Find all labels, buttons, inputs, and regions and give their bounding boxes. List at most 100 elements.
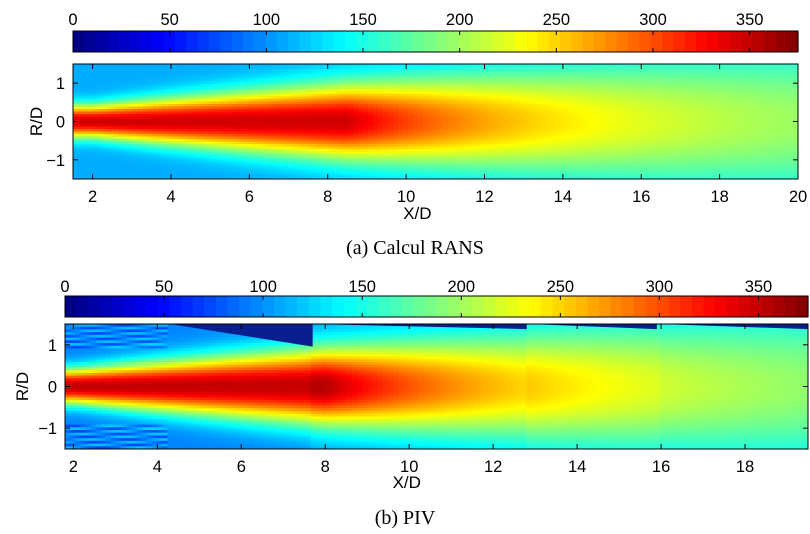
heatmap-cell [368,89,374,92]
heatmap-cell [498,84,504,87]
heatmap-cell [343,76,349,80]
heatmap-cell [418,84,424,87]
heatmap-cell [413,69,419,72]
heatmap-cell [728,69,734,72]
heatmap-cell [98,84,104,87]
heatmap-cell [338,91,344,95]
heatmap-cell [253,64,259,67]
heatmap-cell [543,69,549,72]
heatmap-cell [588,64,594,67]
heatmap-cell [788,66,794,70]
heatmap-cell [338,64,344,67]
heatmap-cell [288,69,294,72]
heatmap-cell [308,84,314,87]
heatmap-cell [128,86,134,90]
heatmap-cell [398,84,404,87]
heatmap-cell [718,86,724,90]
heatmap-cell [248,71,254,75]
heatmap-cell [343,71,349,75]
heatmap-cell [563,89,569,92]
heatmap-cell [213,69,219,72]
heatmap-cell [653,71,659,75]
heatmap-cell [573,69,579,72]
heatmap-cell [358,86,364,90]
heatmap-cell [333,84,339,87]
heatmap-cell [288,84,294,87]
heatmap-cell [473,79,479,82]
heatmap-cell [188,66,194,70]
heatmap-cell [413,86,419,90]
heatmap-cell [778,89,784,92]
heatmap-cell [263,76,269,80]
heatmap-cell [433,71,439,75]
heatmap-cell [573,64,579,67]
heatmap-cell [488,64,494,67]
heatmap-cell [258,74,264,77]
heatmap-cell [378,71,384,75]
heatmap-cell [583,89,589,92]
heatmap-cell [233,81,239,85]
heatmap-cell [778,66,784,70]
heatmap-cell [283,79,289,82]
heatmap-cell [263,74,269,77]
heatmap-cell [653,66,659,70]
heatmap-cell [163,69,169,72]
heatmap-cell [223,71,229,75]
heatmap-cell [348,81,354,85]
heatmap-cell [628,71,634,75]
heatmap-cell [438,89,444,92]
heatmap-cell [588,84,594,87]
heatmap-cell [483,89,489,92]
heatmap-cell [538,84,544,87]
heatmap-cell [148,76,154,80]
heatmap-cell [343,79,349,82]
heatmap-cell [453,79,459,82]
heatmap-cell [678,81,684,85]
heatmap-cell [243,84,249,87]
heatmap-cell [458,74,464,77]
heatmap-cell [613,74,619,77]
heatmap-cell [443,89,449,92]
heatmap-cell [608,71,614,75]
heatmap-cell [218,86,224,90]
heatmap-cell [523,64,529,67]
heatmap-cell [338,84,344,87]
heatmap-cell [498,71,504,75]
heatmap-cell [713,74,719,77]
heatmap-cell [348,86,354,90]
heatmap-cell [718,81,724,85]
heatmap-cell [423,69,429,72]
heatmap-cell [588,79,594,82]
heatmap-cell [738,76,744,80]
heatmap-cell [323,66,329,70]
heatmap-cell [408,64,414,67]
heatmap-cell [143,71,149,75]
heatmap-cell [253,74,259,77]
heatmap-cell [393,79,399,82]
heatmap-cell [258,86,264,90]
heatmap-cell [138,91,144,95]
heatmap-cell [123,86,129,90]
heatmap-cell [188,86,194,90]
colorbar-swatch [775,31,788,52]
heatmap-cell [353,71,359,75]
heatmap-cell [608,81,614,85]
heatmap-cell [608,84,614,87]
heatmap-cell [283,66,289,70]
heatmap-cell [673,81,679,85]
heatmap-cell [723,66,729,70]
heatmap-cell [308,74,314,77]
heatmap-cell [778,81,784,85]
heatmap-cell [98,71,104,75]
heatmap-cell [508,74,514,77]
heatmap-cell [548,76,554,80]
heatmap-cell [658,79,664,82]
heatmap-cell [93,79,99,82]
heatmap-cell [333,86,339,90]
heatmap-cell [73,86,79,90]
heatmap-cell [353,86,359,90]
heatmap-cell [368,86,374,90]
heatmap-cell [218,64,224,67]
heatmap-cell [273,91,279,95]
heatmap-cell [348,84,354,87]
